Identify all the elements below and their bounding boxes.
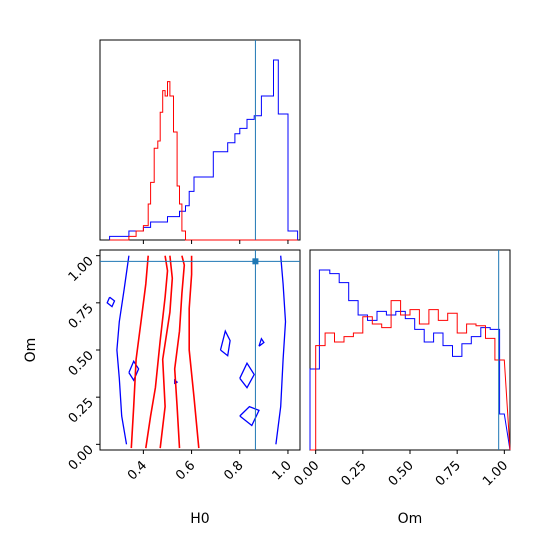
x-axis-title-h0: H0 [190,511,209,527]
x-tick-label-h0: 0.8 [221,458,246,483]
hist-om-panel [309,249,511,451]
hist-h0-blue [109,59,299,240]
x-tick-label-om: 0.25 [339,458,370,489]
y-tick-label-om: 1.00 [66,254,97,285]
blue-contour-8 [258,337,265,347]
red-contour-4 [188,255,200,449]
y-tick-label-om: 0.25 [66,395,97,426]
x-axis-title-om: Om [398,511,423,527]
blue-contour-2 [106,296,116,308]
truth-point [252,258,259,265]
y-axis-title-om: Om [23,338,39,363]
hist-h0-panel [99,39,301,241]
blue-contour-5 [239,405,260,427]
x-tick-label-om: 0.00 [291,458,322,489]
red-contour-2 [173,255,186,449]
contour-series [100,250,300,450]
scatter-h0-om-panel [99,249,301,451]
x-tick-label-om: 0.50 [386,458,417,489]
blue-contour-3 [219,329,231,357]
blue-contour-6 [128,359,140,382]
hist-om-blue [309,269,511,451]
hist-h0-series [109,40,299,241]
red-contour-1 [145,255,169,449]
hist-om-series [309,250,511,451]
blue-contour-0 [116,255,130,445]
x-tick-label-om: 1.00 [480,458,511,489]
hist-h0-red [109,81,298,241]
x-tick-label-h0: 0.6 [173,458,198,483]
blue-contour-1 [275,255,287,445]
red-contour-3 [130,255,149,449]
x-tick-label-h0: 0.4 [125,458,150,483]
y-tick-label-om: 0.50 [66,348,97,379]
x-tick-label-om: 0.75 [433,458,464,489]
y-tick-label-om: 0.75 [66,301,97,332]
hist-om-red [310,300,511,451]
y-tick-label-om: 0.00 [66,443,97,474]
blue-contour-4 [239,361,255,389]
red-contour-0 [159,255,174,449]
